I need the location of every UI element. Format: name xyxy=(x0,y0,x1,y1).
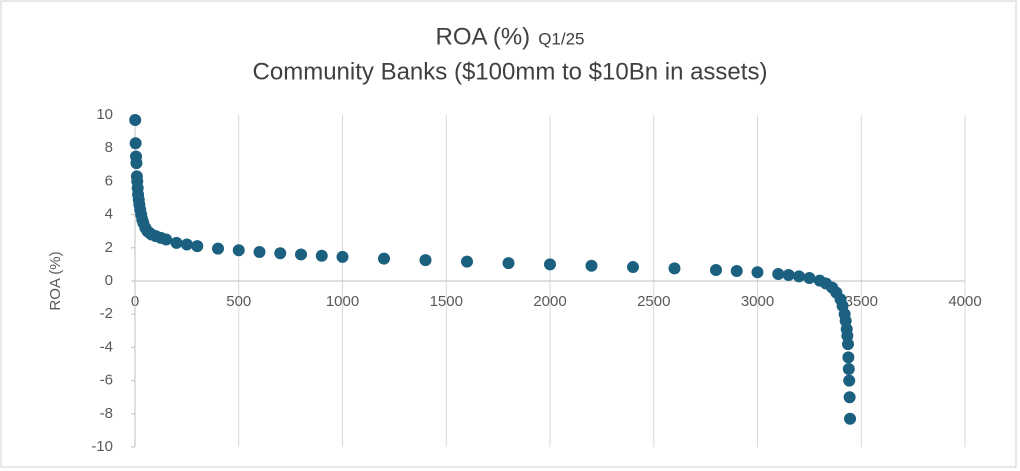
x-tick-label: 4000 xyxy=(948,293,981,310)
point xyxy=(843,374,856,387)
x-tick-label: 500 xyxy=(226,293,251,310)
chart-title-note: Q1/25 xyxy=(538,29,584,48)
x-tick-label: 2500 xyxy=(637,293,670,310)
point xyxy=(315,249,328,262)
y-tick-label: -2 xyxy=(100,305,113,322)
point xyxy=(841,338,854,351)
point xyxy=(842,362,855,375)
point xyxy=(782,269,795,282)
y-tick-label: 8 xyxy=(105,139,113,156)
y-tick-label: -4 xyxy=(100,338,113,355)
point xyxy=(461,255,473,268)
x-tick-label: 1000 xyxy=(326,293,359,310)
chart-title: ROA (%) xyxy=(436,23,531,50)
point xyxy=(544,258,556,271)
point xyxy=(129,113,142,126)
point xyxy=(253,245,266,258)
point xyxy=(772,268,785,281)
point xyxy=(502,257,515,270)
y-tick-label: 4 xyxy=(105,206,113,223)
point xyxy=(160,233,173,246)
point xyxy=(170,236,183,249)
point xyxy=(844,412,857,425)
y-tick-label: -8 xyxy=(100,405,113,422)
point xyxy=(843,391,856,404)
point xyxy=(710,264,722,277)
point xyxy=(668,262,681,275)
point xyxy=(274,247,287,260)
point xyxy=(803,272,816,285)
x-tick-label: 1500 xyxy=(430,293,463,310)
point xyxy=(212,242,224,255)
y-tick-label: 0 xyxy=(105,272,113,289)
x-tick-label: 3500 xyxy=(845,293,878,310)
point xyxy=(627,261,639,274)
point xyxy=(378,252,390,265)
point xyxy=(585,259,598,272)
point xyxy=(129,137,142,150)
point xyxy=(751,266,764,279)
point xyxy=(419,254,432,267)
y-tick-label: 6 xyxy=(105,172,113,189)
point xyxy=(295,248,307,261)
x-tick-label: 3000 xyxy=(741,293,774,310)
y-tick-label: 10 xyxy=(96,106,113,123)
point xyxy=(730,265,743,278)
point xyxy=(180,238,193,251)
point xyxy=(191,240,204,253)
point xyxy=(130,157,143,170)
y-tick-label: -10 xyxy=(91,438,113,455)
y-tick-label: 2 xyxy=(105,239,113,256)
y-tick-label: -6 xyxy=(100,372,113,389)
x-tick-label: 2000 xyxy=(533,293,566,310)
point xyxy=(232,244,245,257)
point xyxy=(336,250,349,263)
point xyxy=(793,270,805,283)
y-axis-label: ROA (%) xyxy=(47,251,64,310)
chart-subtitle: Community Banks ($100mm to $10Bn in asse… xyxy=(253,58,768,85)
point xyxy=(842,351,855,364)
